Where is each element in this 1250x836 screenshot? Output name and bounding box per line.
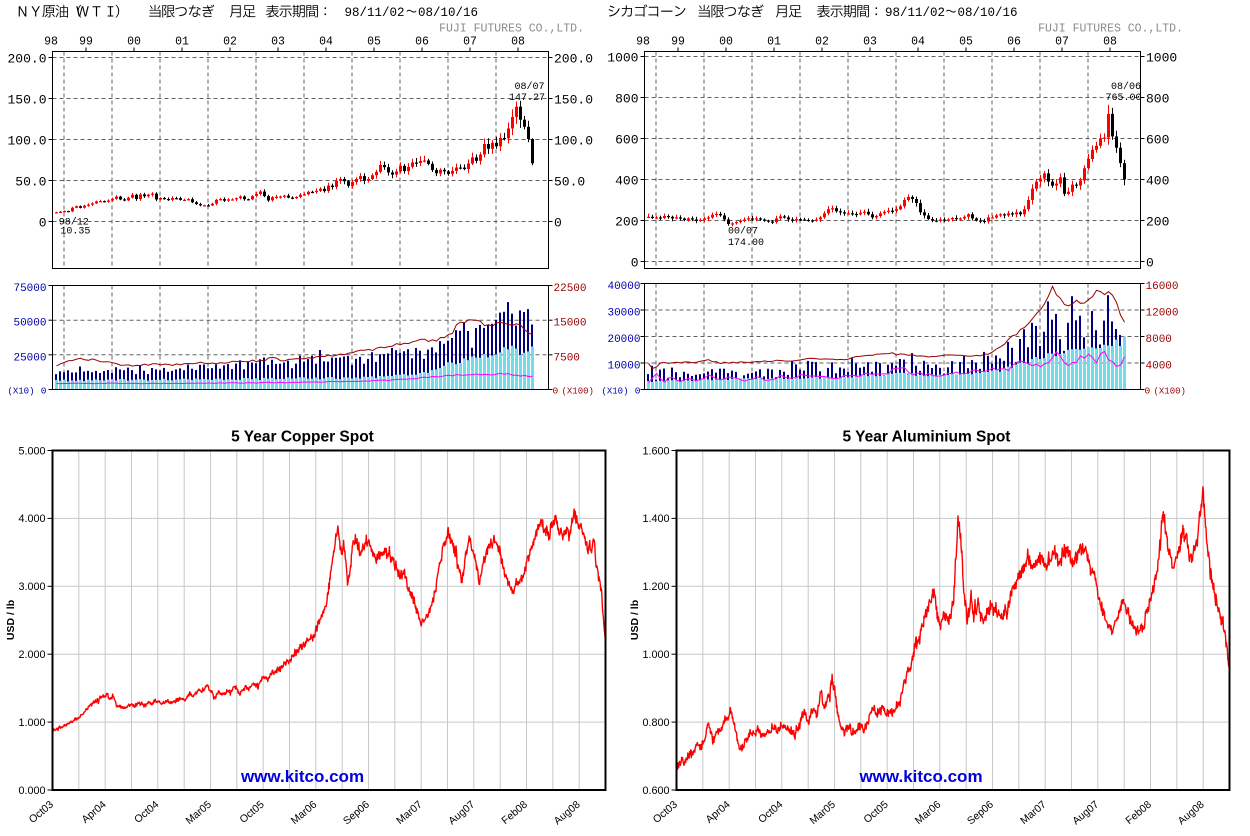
svg-text:(X10): (X10) bbox=[7, 387, 34, 397]
svg-text:98: 98 bbox=[44, 36, 58, 49]
svg-text:0: 0 bbox=[635, 386, 641, 397]
svg-text:08/10/16: 08/10/16 bbox=[958, 6, 1018, 20]
svg-text:98/12: 98/12 bbox=[59, 216, 89, 228]
svg-text:02: 02 bbox=[815, 36, 829, 49]
svg-text:0.600: 0.600 bbox=[642, 785, 669, 797]
svg-text:16000: 16000 bbox=[1146, 281, 1179, 293]
svg-text:www.kitco.com: www.kitco.com bbox=[858, 767, 982, 786]
svg-text:1000: 1000 bbox=[1146, 51, 1177, 66]
svg-text:2.000: 2.000 bbox=[18, 649, 45, 661]
svg-text:04: 04 bbox=[319, 36, 333, 49]
svg-text:0.000: 0.000 bbox=[18, 785, 45, 797]
svg-text:800: 800 bbox=[615, 92, 638, 107]
svg-text:200.0: 200.0 bbox=[554, 52, 593, 67]
svg-text:07: 07 bbox=[463, 36, 477, 49]
svg-text:600: 600 bbox=[615, 133, 638, 148]
svg-text:10.35: 10.35 bbox=[60, 227, 90, 238]
svg-text:4.000: 4.000 bbox=[18, 513, 45, 525]
svg-text:3.000: 3.000 bbox=[18, 581, 45, 593]
svg-text:7500: 7500 bbox=[554, 352, 580, 364]
svg-text:0: 0 bbox=[553, 386, 559, 397]
svg-text:03: 03 bbox=[271, 36, 285, 49]
svg-text:4000: 4000 bbox=[1146, 361, 1172, 373]
svg-text:30000: 30000 bbox=[607, 308, 640, 320]
svg-text:0: 0 bbox=[39, 216, 47, 231]
svg-text:05: 05 bbox=[959, 36, 973, 49]
svg-text:174.00: 174.00 bbox=[728, 238, 764, 249]
svg-text:765.00: 765.00 bbox=[1105, 93, 1141, 104]
svg-text:FUJI FUTURES CO.,LTD.: FUJI FUTURES CO.,LTD. bbox=[1038, 23, 1183, 36]
svg-text:08/06: 08/06 bbox=[1111, 81, 1141, 93]
svg-text:(X10): (X10) bbox=[601, 387, 628, 397]
svg-text:400: 400 bbox=[615, 174, 638, 189]
svg-text:01: 01 bbox=[767, 36, 781, 49]
svg-text:USD / lb: USD / lb bbox=[629, 600, 641, 640]
svg-text:50.0: 50.0 bbox=[15, 175, 46, 190]
svg-text:1000: 1000 bbox=[607, 51, 638, 66]
svg-text:1.000: 1.000 bbox=[18, 717, 45, 729]
svg-text:USD / lb: USD / lb bbox=[5, 600, 17, 640]
svg-text:(X100): (X100) bbox=[562, 387, 594, 397]
svg-text:600: 600 bbox=[1146, 133, 1169, 148]
svg-text:8000: 8000 bbox=[1146, 334, 1172, 346]
svg-text:www.kitco.com: www.kitco.com bbox=[240, 767, 364, 786]
svg-text:00: 00 bbox=[127, 36, 141, 49]
svg-text:08/07: 08/07 bbox=[514, 81, 544, 93]
svg-text:50000: 50000 bbox=[13, 318, 46, 330]
svg-text:12000: 12000 bbox=[1146, 308, 1179, 320]
svg-text:00: 00 bbox=[719, 36, 733, 49]
svg-text:08: 08 bbox=[1103, 36, 1117, 49]
svg-text:07: 07 bbox=[1055, 36, 1069, 49]
svg-text:05: 05 bbox=[367, 36, 381, 49]
svg-text:99: 99 bbox=[671, 36, 685, 49]
svg-text:5.000: 5.000 bbox=[18, 445, 45, 457]
svg-text:5 Year Copper Spot: 5 Year Copper Spot bbox=[231, 429, 374, 446]
svg-text:5 Year Aluminium Spot: 5 Year Aluminium Spot bbox=[843, 429, 1011, 446]
svg-text:0.800: 0.800 bbox=[642, 717, 669, 729]
svg-text:0: 0 bbox=[41, 386, 47, 397]
svg-text:20000: 20000 bbox=[607, 334, 640, 346]
svg-text:99: 99 bbox=[79, 36, 93, 49]
svg-text:10000: 10000 bbox=[607, 361, 640, 373]
svg-text:150.0: 150.0 bbox=[7, 93, 46, 108]
svg-text:15000: 15000 bbox=[554, 318, 587, 330]
svg-text:25000: 25000 bbox=[13, 352, 46, 364]
svg-text:98/11/02: 98/11/02 bbox=[345, 6, 405, 20]
svg-text:200: 200 bbox=[1146, 215, 1169, 230]
svg-text:1.400: 1.400 bbox=[642, 513, 669, 525]
svg-text:400: 400 bbox=[1146, 174, 1169, 189]
svg-text:40000: 40000 bbox=[607, 281, 640, 293]
svg-text:22500: 22500 bbox=[554, 283, 587, 295]
svg-text:75000: 75000 bbox=[13, 283, 46, 295]
svg-text:0: 0 bbox=[631, 256, 639, 271]
svg-text:08: 08 bbox=[511, 36, 525, 49]
svg-text:08/10/16: 08/10/16 bbox=[418, 6, 478, 20]
svg-text:0: 0 bbox=[1145, 386, 1151, 397]
svg-text:100.0: 100.0 bbox=[554, 134, 593, 149]
svg-text:800: 800 bbox=[1146, 92, 1169, 107]
svg-text:150.0: 150.0 bbox=[554, 93, 593, 108]
svg-text:100.0: 100.0 bbox=[7, 134, 46, 149]
svg-text:147.27: 147.27 bbox=[509, 93, 545, 104]
svg-text:(X100): (X100) bbox=[1154, 387, 1186, 397]
svg-text:0: 0 bbox=[554, 216, 562, 231]
svg-text:98: 98 bbox=[636, 36, 650, 49]
svg-text:0: 0 bbox=[1146, 256, 1154, 271]
svg-text:1.000: 1.000 bbox=[642, 649, 669, 661]
svg-text:1.200: 1.200 bbox=[642, 581, 669, 593]
svg-text:06: 06 bbox=[1007, 36, 1021, 49]
svg-text:50.0: 50.0 bbox=[554, 175, 585, 190]
svg-text:04: 04 bbox=[911, 36, 925, 49]
svg-text:00/07: 00/07 bbox=[728, 226, 758, 238]
svg-text:01: 01 bbox=[175, 36, 189, 49]
svg-text:FUJI FUTURES CO.,LTD.: FUJI FUTURES CO.,LTD. bbox=[439, 23, 584, 36]
svg-text:03: 03 bbox=[863, 36, 877, 49]
svg-text:200: 200 bbox=[615, 215, 638, 230]
svg-text:02: 02 bbox=[223, 36, 237, 49]
svg-text:1.600: 1.600 bbox=[642, 445, 669, 457]
svg-text:200.0: 200.0 bbox=[7, 52, 46, 67]
svg-text:98/11/02: 98/11/02 bbox=[885, 6, 945, 20]
svg-text:06: 06 bbox=[415, 36, 429, 49]
